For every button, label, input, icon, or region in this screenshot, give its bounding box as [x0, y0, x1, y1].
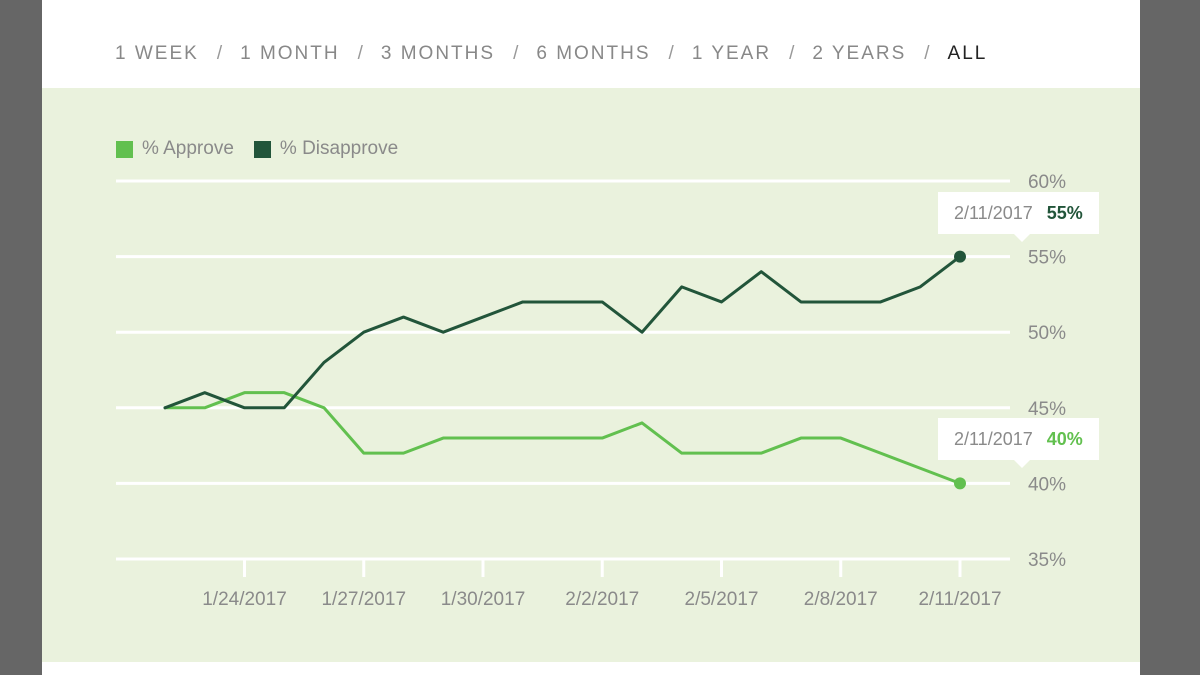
- legend-label-approve: % Approve: [142, 138, 234, 159]
- chart-legend: % Approve % Disapprove: [116, 138, 418, 160]
- range-separator: /: [513, 43, 519, 64]
- legend-swatch-approve: [116, 140, 133, 158]
- legend-swatch-disapprove: [253, 140, 271, 158]
- range-separator: /: [216, 43, 223, 64]
- x-tick-label: 1/27/2017: [321, 589, 406, 610]
- x-tick-label: 1/24/2017: [202, 589, 287, 610]
- legend-label-disapprove: % Disapprove: [279, 138, 399, 159]
- disapprove-point-latest: [954, 250, 966, 263]
- y-tick-label: 50%: [1028, 323, 1066, 344]
- x-tick-label: 2/2/2017: [565, 589, 639, 610]
- tooltip-disapprove: 2/11/2017 55%: [938, 192, 1099, 242]
- range-option-1-week[interactable]: 1 WEEK: [115, 43, 199, 64]
- range-option-2-years[interactable]: 2 YEARS: [812, 43, 907, 64]
- x-tick-label: 2/11/2017: [918, 589, 1001, 610]
- approve-series-line: [163, 391, 962, 485]
- y-tick-label: 35%: [1028, 550, 1066, 571]
- y-tick-label: 60%: [1028, 172, 1066, 193]
- x-tick-label: 2/5/2017: [685, 589, 759, 610]
- tooltip-approve-value: 40%: [1046, 428, 1083, 449]
- chart-card: 1 WEEK / 1 MONTH / 3 MONTHS / 6 MONTHS /…: [42, 0, 1140, 675]
- y-tick-label: 40%: [1028, 474, 1066, 495]
- tooltip-approve-date: 2/11/2017: [954, 428, 1033, 449]
- range-separator: /: [668, 43, 674, 64]
- legend-item-approve[interactable]: % Approve: [116, 138, 234, 160]
- range-option-6-months[interactable]: 6 MONTHS: [536, 43, 651, 64]
- range-separator: /: [924, 43, 930, 64]
- range-selector: 1 WEEK / 1 MONTH / 3 MONTHS / 6 MONTHS /…: [115, 42, 987, 66]
- x-tick-label: 1/30/2017: [441, 589, 526, 610]
- range-option-all[interactable]: ALL: [947, 43, 988, 64]
- y-tick-label: 55%: [1028, 248, 1066, 269]
- tooltip-disapprove-date: 2/11/2017: [954, 202, 1033, 223]
- legend-item-disapprove[interactable]: % Disapprove: [253, 138, 399, 160]
- range-separator: /: [789, 43, 795, 64]
- disapprove-series-line: [163, 255, 962, 410]
- chart-panel: [42, 88, 1140, 662]
- range-option-1-year[interactable]: 1 YEAR: [691, 43, 772, 64]
- range-option-3-months[interactable]: 3 MONTHS: [380, 43, 496, 64]
- tooltip-disapprove-value: 55%: [1046, 202, 1083, 223]
- range-option-1-month[interactable]: 1 MONTH: [240, 43, 340, 64]
- range-separator: /: [357, 43, 363, 64]
- x-tick-label: 2/8/2017: [804, 589, 878, 610]
- y-tick-label: 45%: [1028, 399, 1066, 420]
- tooltip-approve: 2/11/2017 40%: [938, 418, 1099, 468]
- approve-point-latest: [954, 477, 966, 490]
